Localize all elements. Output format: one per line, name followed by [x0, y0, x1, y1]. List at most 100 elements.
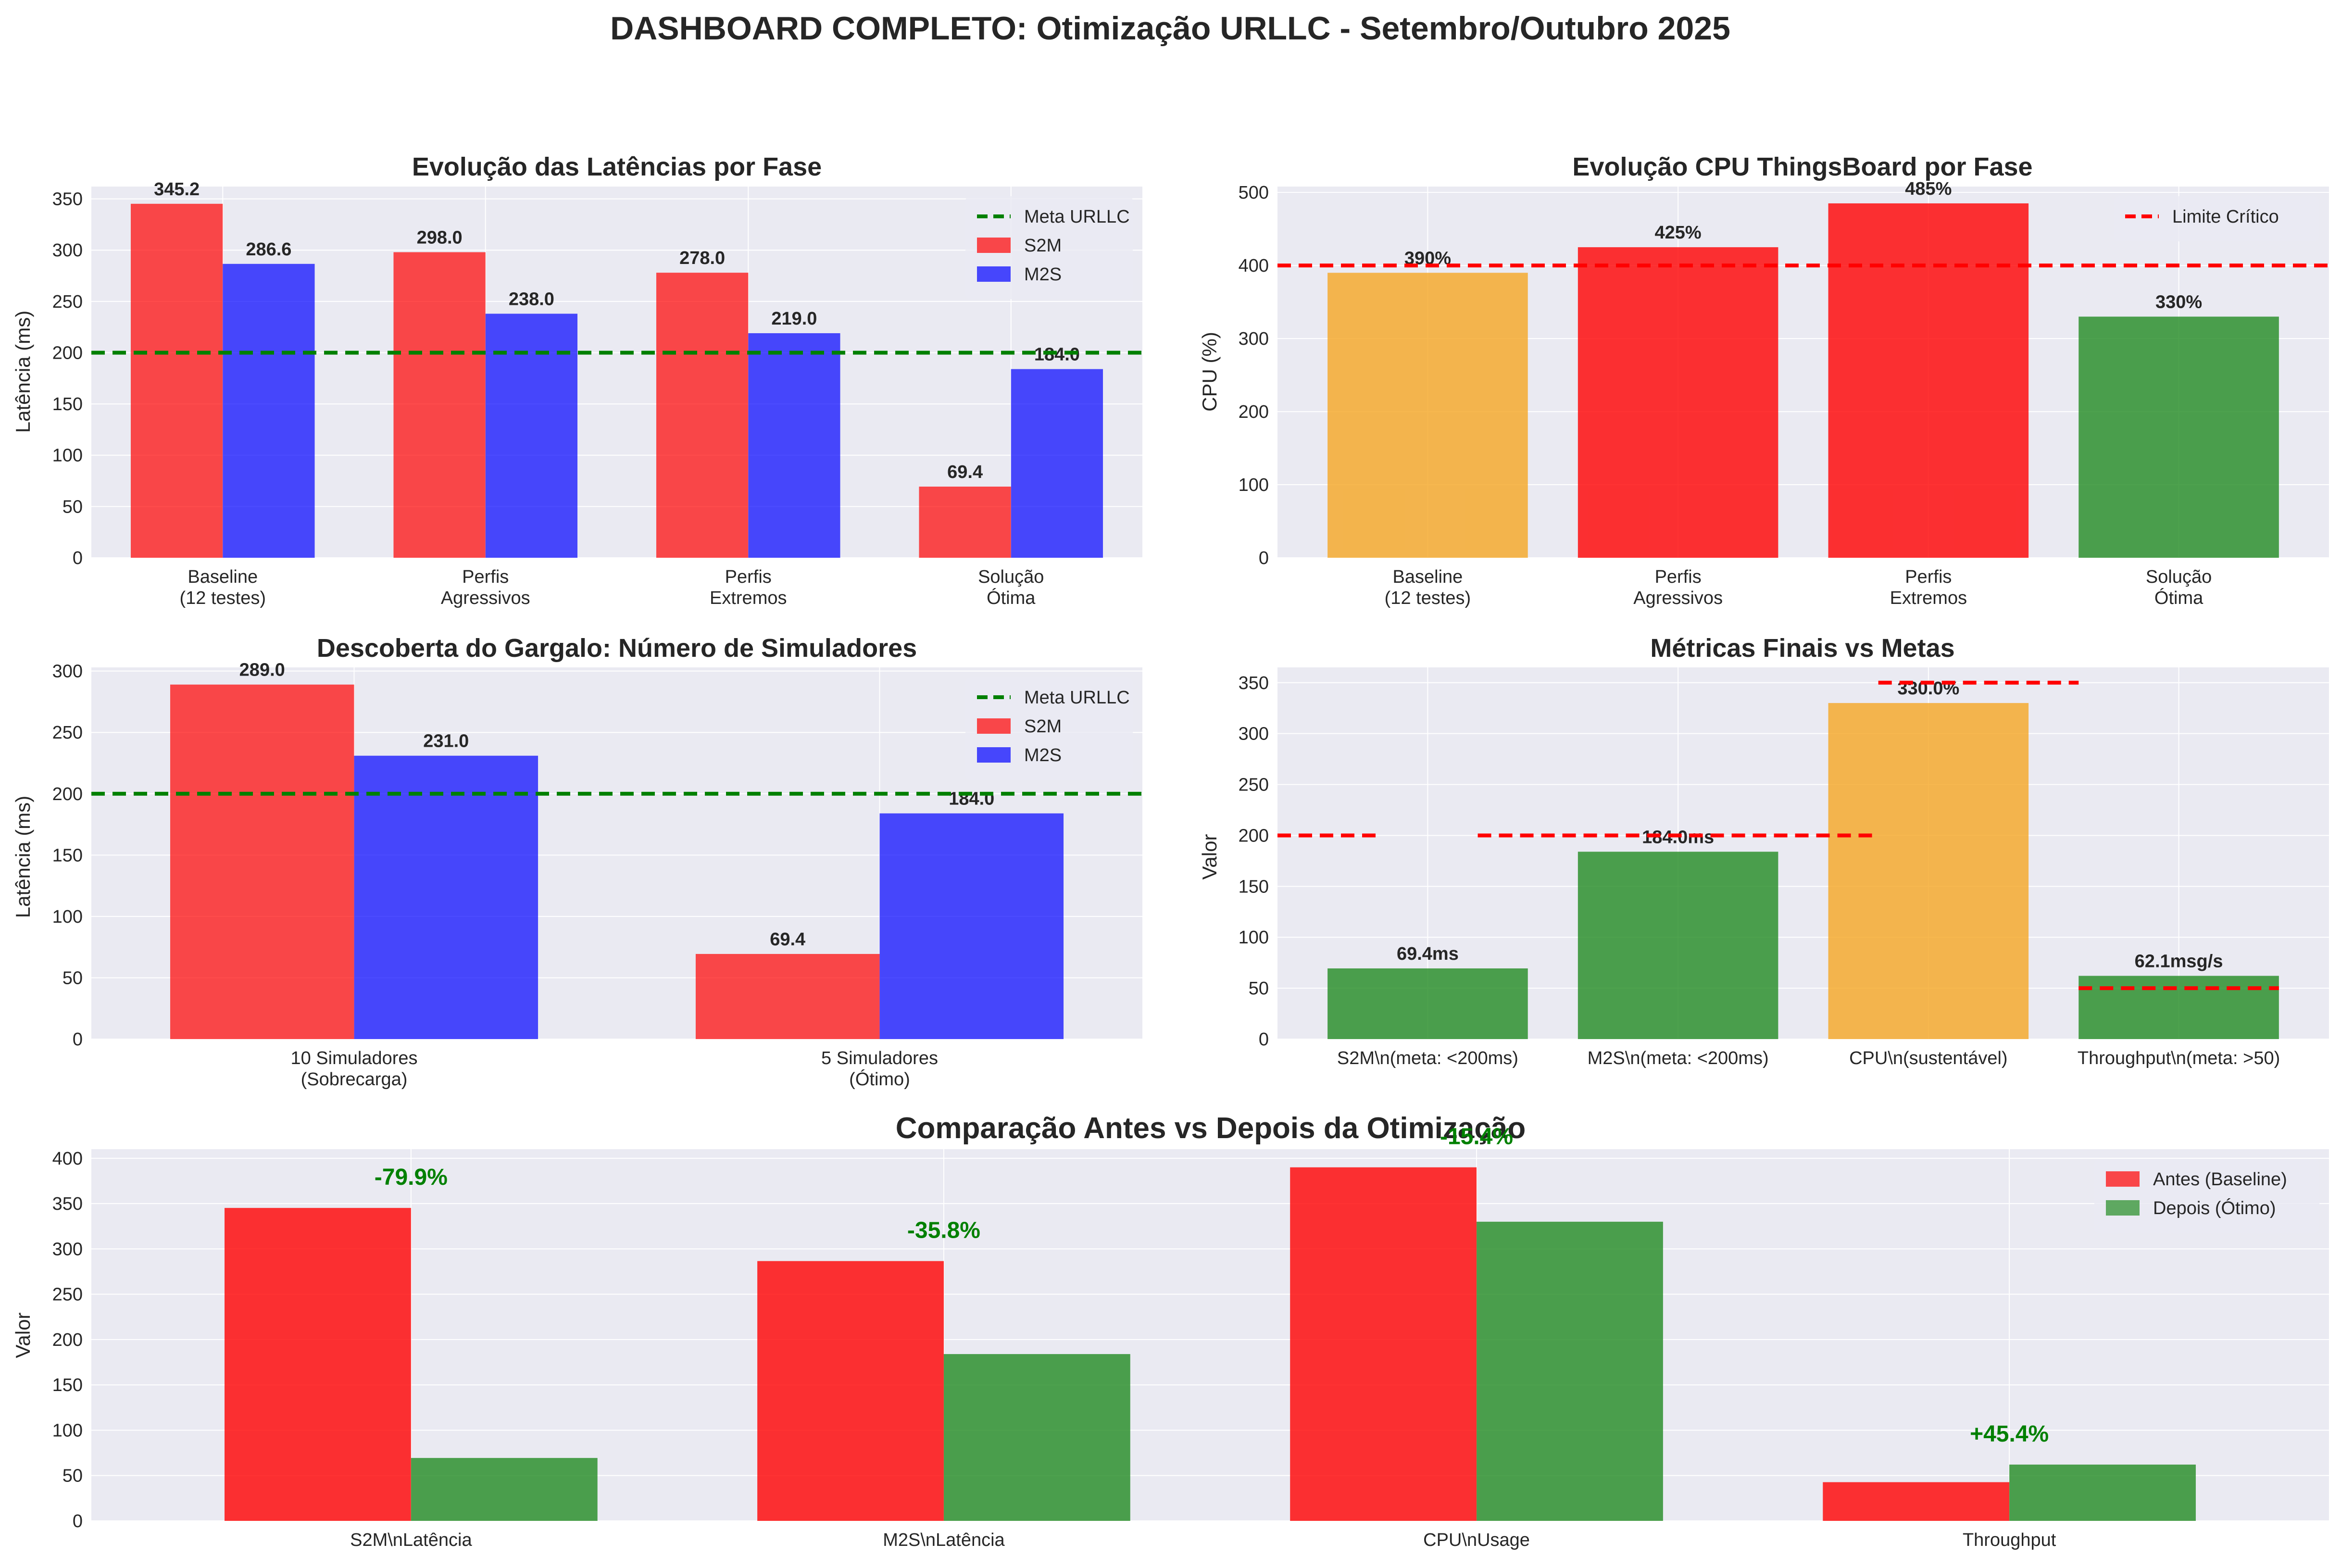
latency-bar-s2m [919, 486, 1011, 558]
cpu-xtick-label: Solução [2146, 567, 2212, 587]
cpu-ytick-label: 400 [1239, 256, 1269, 276]
final-xtick-label: CPU\n(sustentável) [1849, 1048, 2007, 1068]
compare-panel: Comparação Antes vs Depois da Otimização… [12, 1112, 1526, 1358]
latency-data-label: 219.0 [771, 309, 817, 329]
simulators-data-label: 289.0 [239, 660, 285, 680]
simulators-xtick-label: (Ótimo) [849, 1069, 910, 1090]
final-bar [2078, 976, 2279, 1039]
latency-data-label: 345.2 [154, 179, 200, 200]
cpu-ylabel: CPU (%) [1198, 332, 1221, 412]
latency-legend-swatch [977, 266, 1011, 282]
simulators-ytick-label: 50 [63, 968, 83, 988]
compare-xtick-label: Throughput [1963, 1530, 2056, 1550]
compare-ytick-label: 100 [52, 1420, 83, 1441]
compare-chart: 0 50 100 150 200 250 300 350 400 S2M\nLatência M2S… [52, 1124, 2329, 1550]
final-ytick-label: 350 [1239, 673, 1269, 693]
compare-change-label: +45.4% [1970, 1421, 2049, 1447]
latency-data-label: 238.0 [509, 289, 554, 309]
final-bar [1577, 852, 1778, 1039]
final-xtick-label: Throughput\n(meta: >50) [2078, 1048, 2280, 1068]
simulators-bar-s2m [170, 684, 354, 1039]
latency-data-label: 278.0 [679, 248, 725, 268]
simulators-legend-label: M2S [1024, 745, 1062, 765]
simulators-panel: Descoberta do Gargalo: Número de Simulad… [12, 634, 917, 918]
cpu-legend-label: Limite Crítico [2172, 207, 2279, 227]
simulators-title: Descoberta do Gargalo: Número de Simulad… [317, 634, 917, 663]
compare-legend-swatch [2106, 1171, 2140, 1187]
cpu-panel: Evolução CPU ThingsBoard por Fase CPU (%… [1198, 152, 2033, 412]
final-ytick-label: 300 [1239, 724, 1269, 744]
latency-legend-label: M2S [1024, 264, 1062, 285]
latency-ylabel: Latência (ms) [12, 311, 34, 433]
compare-change-label: -35.8% [907, 1218, 980, 1243]
simulators-xtick-label: 10 Simuladores [290, 1048, 417, 1068]
simulators-ytick-label: 250 [52, 723, 83, 743]
compare-title: Comparação Antes vs Depois da Otimização [896, 1112, 1526, 1145]
simulators-chart: 0 50 100 150 200 250 300 10 Simuladores(Sobreca… [52, 660, 1142, 1090]
latency-xtick-label: Solução [978, 567, 1044, 587]
compare-bar-before [225, 1208, 411, 1521]
simulators-legend-swatch [977, 718, 1011, 734]
simulators-data-label: 69.4 [770, 929, 805, 950]
latency-ytick-label: 200 [52, 343, 83, 363]
final-bar [1828, 703, 2029, 1039]
compare-legend-swatch [2106, 1200, 2140, 1216]
latency-xtick-label: (12 testes) [179, 588, 266, 608]
compare-ylabel: Valor [12, 1313, 34, 1358]
dashboard-title: DASHBOARD COMPLETO: Otimização URLLC - S… [610, 10, 1730, 47]
final-ytick-label: 250 [1239, 775, 1269, 795]
compare-bar-after [943, 1354, 1130, 1521]
final-ylabel: Valor [1198, 834, 1221, 880]
final-ytick-label: 100 [1239, 928, 1269, 948]
simulators-ytick-label: 100 [52, 907, 83, 927]
latency-bar-m2s [223, 263, 315, 558]
compare-bar-before [757, 1261, 944, 1521]
final-ytick-label: 200 [1239, 826, 1269, 846]
compare-ytick-label: 50 [63, 1466, 83, 1486]
latency-bar-m2s [485, 314, 578, 558]
latency-legend-label: Meta URLLC [1024, 207, 1130, 227]
latency-data-label: 298.0 [417, 227, 463, 248]
cpu-xtick-label: Agressivos [1633, 588, 1723, 608]
compare-ytick-label: 300 [52, 1239, 83, 1259]
cpu-xtick-label: Perfis [1655, 567, 1702, 587]
latency-ytick-label: 100 [52, 446, 83, 466]
compare-legend [2094, 1159, 2319, 1233]
latency-data-label: 286.6 [246, 239, 291, 260]
latency-data-label: 69.4 [947, 462, 983, 482]
compare-xtick-label: M2S\nLatência [883, 1530, 1005, 1550]
latency-bar-s2m [656, 273, 749, 558]
cpu-ytick-label: 200 [1239, 402, 1269, 422]
final-xtick-label: S2M\n(meta: <200ms) [1337, 1048, 1518, 1068]
simulators-ylabel: Latência (ms) [12, 796, 34, 918]
final-data-label: 62.1msg/s [2135, 951, 2223, 971]
cpu-xtick-label: (12 testes) [1385, 588, 1471, 608]
latency-xtick-label: Perfis [462, 567, 509, 587]
cpu-data-label: 330% [2155, 292, 2202, 313]
cpu-bar [1327, 273, 1528, 558]
cpu-data-label: 485% [1905, 179, 1952, 199]
simulators-data-label: 231.0 [423, 731, 469, 752]
cpu-data-label: 425% [1655, 223, 1702, 243]
simulators-ytick-label: 200 [52, 784, 83, 804]
simulators-legend-swatch [977, 747, 1011, 763]
compare-bar-before [1823, 1482, 2010, 1521]
compare-change-label: -15.4% [1440, 1124, 1513, 1150]
compare-ytick-label: 250 [52, 1285, 83, 1305]
cpu-chart: 0 100 200 300 400 500 Baseline(12 testes) Perfi… [1239, 179, 2329, 608]
cpu-ytick-label: 100 [1239, 475, 1269, 495]
cpu-legend [2114, 196, 2319, 241]
cpu-title: Evolução CPU ThingsBoard por Fase [1572, 152, 2032, 181]
cpu-xtick-label: Perfis [1905, 567, 1952, 587]
final-ytick-label: 0 [1259, 1029, 1269, 1050]
final-bar [1327, 968, 1528, 1039]
final-chart: 0 50 100 150 200 250 300 350 S2M\n(meta: <200ms)… [1239, 667, 2329, 1068]
cpu-ytick-label: 0 [1259, 548, 1269, 568]
compare-legend-label: Depois (Ótimo) [2153, 1198, 2276, 1218]
latency-bar-m2s [748, 333, 840, 558]
simulators-legend-label: S2M [1024, 716, 1062, 737]
compare-bar-after [1477, 1221, 1663, 1521]
latency-bar-s2m [130, 203, 223, 558]
simulators-xtick-label: (Sobrecarga) [301, 1069, 408, 1090]
